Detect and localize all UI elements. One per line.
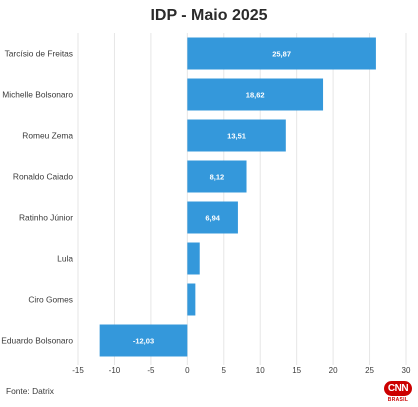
x-tick-label: 25 (365, 366, 374, 375)
category-label: Romeu Zema (22, 131, 73, 141)
category-label: Eduardo Bolsonaro (1, 336, 73, 346)
data-label: 18,62 (246, 91, 265, 100)
category-label: Ratinho Júnior (19, 213, 73, 223)
data-label: 6,94 (205, 214, 220, 223)
x-tick-label: -5 (147, 366, 155, 375)
category-labels: Tarcísio de Freitas Michelle Bolsonaro Rom… (1, 49, 73, 346)
chart-title: IDP - Maio 2025 (150, 7, 267, 24)
bar (99, 324, 188, 357)
bar (187, 78, 324, 111)
x-tick-label: 0 (185, 366, 190, 375)
x-tick-label: 20 (329, 366, 338, 375)
bar (187, 242, 200, 275)
category-label: Michelle Bolsonaro (2, 90, 73, 100)
cnn-brasil-logo: CNN BRASIL (384, 381, 412, 403)
data-label: 8,12 (210, 173, 225, 182)
logo-wordmark: CNN (384, 381, 412, 396)
logo-subtitle: BRASIL (387, 397, 409, 403)
x-tick-label: 15 (292, 366, 301, 375)
category-label: Lula (57, 254, 73, 264)
category-label: Tarcísio de Freitas (5, 49, 73, 59)
bar (187, 283, 196, 316)
category-label: Ronaldo Caiado (13, 172, 73, 182)
bar (187, 160, 247, 193)
x-tick-label: -10 (109, 366, 121, 375)
data-label: -12,03 (133, 337, 154, 346)
data-labels: 25,87 18,62 13,51 8,12 6,94 -12,03 (133, 50, 291, 346)
x-tick-label: 10 (256, 366, 265, 375)
bar (187, 119, 286, 152)
x-tick-label: 5 (222, 366, 227, 375)
bars (99, 37, 376, 357)
x-tick-label: -15 (72, 366, 84, 375)
data-label: 25,87 (272, 50, 291, 59)
source-note: Fonte: Datrix (6, 386, 54, 396)
data-label: 13,51 (227, 132, 246, 141)
bar (187, 37, 376, 70)
category-label: Ciro Gomes (28, 295, 73, 305)
bar (187, 201, 238, 234)
x-tick-label: 30 (402, 366, 411, 375)
x-axis-ticks: -15 -10 -5 0 5 10 15 20 25 30 (72, 366, 411, 375)
